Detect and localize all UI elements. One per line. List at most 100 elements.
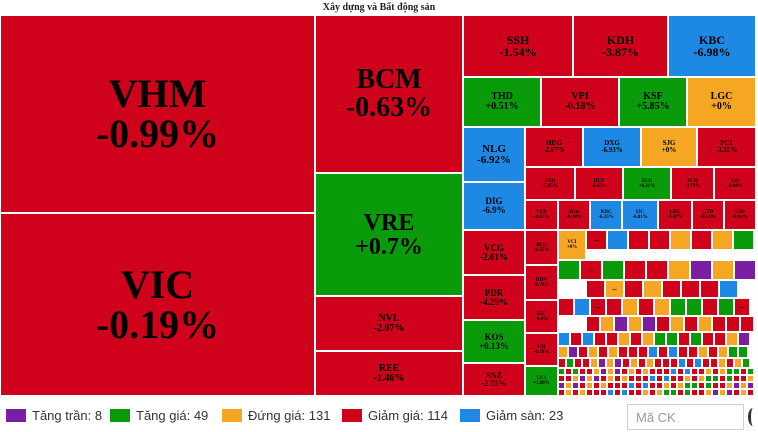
tile-small[interactable] bbox=[618, 346, 628, 358]
tile-small[interactable] bbox=[574, 298, 590, 316]
tile-small[interactable] bbox=[628, 316, 642, 332]
tile-small[interactable] bbox=[726, 316, 740, 332]
tile-small[interactable] bbox=[698, 346, 708, 358]
tile-nlg[interactable]: NLG -6.92% bbox=[463, 127, 525, 182]
tile-small[interactable] bbox=[718, 358, 726, 368]
tile-small[interactable] bbox=[558, 260, 580, 280]
tile-small[interactable] bbox=[747, 389, 754, 396]
tile-bcg[interactable]: BCG -0.65% bbox=[525, 230, 558, 265]
tile-small[interactable] bbox=[677, 368, 684, 375]
tile-thd[interactable]: THD +0.51% bbox=[463, 77, 541, 127]
tile-small[interactable] bbox=[684, 368, 691, 375]
tile-small[interactable] bbox=[726, 389, 733, 396]
tile-small[interactable] bbox=[638, 346, 648, 358]
tile-small[interactable] bbox=[670, 368, 677, 375]
tile-small[interactable] bbox=[705, 382, 712, 389]
tile-small[interactable] bbox=[602, 260, 624, 280]
tile-small[interactable] bbox=[677, 382, 684, 389]
tile-small[interactable] bbox=[582, 358, 590, 368]
tile-small[interactable] bbox=[572, 375, 579, 382]
tile-small[interactable] bbox=[606, 358, 614, 368]
tile-small[interactable] bbox=[684, 382, 691, 389]
tile-small[interactable] bbox=[598, 346, 608, 358]
tile-small[interactable] bbox=[712, 260, 734, 280]
tile-small[interactable] bbox=[663, 368, 670, 375]
tile-small[interactable] bbox=[593, 389, 600, 396]
tile-cre[interactable]: CRE -1.07% bbox=[658, 200, 692, 230]
tile-vpi[interactable]: VPI -0.18% bbox=[541, 77, 619, 127]
tile-small[interactable] bbox=[628, 368, 635, 375]
tile-small[interactable] bbox=[649, 389, 656, 396]
tile-small[interactable] bbox=[726, 358, 734, 368]
tile-small[interactable] bbox=[593, 375, 600, 382]
tile-small[interactable] bbox=[586, 368, 593, 375]
tile-small[interactable] bbox=[606, 332, 618, 346]
tile-kbc[interactable]: KBC -6.98% bbox=[668, 15, 756, 77]
legend-item-up[interactable]: Tăng giá: 49 bbox=[110, 408, 208, 423]
tile-small[interactable] bbox=[705, 389, 712, 396]
tile-small[interactable] bbox=[668, 260, 690, 280]
tile-small[interactable] bbox=[579, 389, 586, 396]
tile-small[interactable] bbox=[607, 230, 628, 250]
tile-small[interactable] bbox=[558, 332, 570, 346]
tile-small[interactable] bbox=[686, 298, 702, 316]
tile-small[interactable]: ... bbox=[734, 298, 750, 316]
tile-small[interactable] bbox=[579, 375, 586, 382]
tile-small[interactable] bbox=[698, 389, 705, 396]
tile-small[interactable] bbox=[656, 382, 663, 389]
tile-small[interactable] bbox=[628, 375, 635, 382]
tile-small[interactable] bbox=[635, 382, 642, 389]
tile-small[interactable] bbox=[594, 332, 606, 346]
tile-small[interactable]: ... bbox=[605, 280, 624, 298]
tile-small[interactable] bbox=[663, 389, 670, 396]
tile-small[interactable] bbox=[586, 316, 600, 332]
tile-small[interactable] bbox=[642, 389, 649, 396]
tile-small[interactable] bbox=[694, 358, 702, 368]
tile-small[interactable] bbox=[691, 230, 712, 250]
tile-small[interactable] bbox=[712, 389, 719, 396]
tile-small[interactable] bbox=[649, 375, 656, 382]
tile-small[interactable] bbox=[677, 389, 684, 396]
tile-small[interactable] bbox=[579, 368, 586, 375]
tile-small[interactable] bbox=[646, 358, 654, 368]
tile-small[interactable] bbox=[649, 230, 670, 250]
tile-small[interactable] bbox=[568, 346, 578, 358]
tile-hut[interactable]: HUT -0.65% bbox=[575, 167, 623, 200]
tile-small[interactable] bbox=[614, 316, 628, 332]
tile-small[interactable] bbox=[702, 332, 714, 346]
tile-small[interactable] bbox=[663, 382, 670, 389]
tile-small[interactable] bbox=[691, 368, 698, 375]
tile-small[interactable] bbox=[635, 368, 642, 375]
tile-small[interactable] bbox=[635, 389, 642, 396]
tile-small[interactable] bbox=[705, 375, 712, 382]
tile-pc1[interactable]: PC1 -3.35% bbox=[697, 127, 756, 167]
tile-small[interactable] bbox=[649, 368, 656, 375]
tile-small[interactable] bbox=[733, 375, 740, 382]
tile-small[interactable] bbox=[565, 382, 572, 389]
tile-small[interactable] bbox=[642, 332, 654, 346]
tile-small[interactable] bbox=[662, 280, 681, 298]
tile-small[interactable] bbox=[733, 368, 740, 375]
tile-small[interactable] bbox=[686, 358, 694, 368]
tile-dig[interactable]: DIG -6.9% bbox=[463, 182, 525, 230]
tile-small[interactable] bbox=[618, 332, 630, 346]
tile-small[interactable] bbox=[708, 346, 718, 358]
tile-small[interactable] bbox=[678, 346, 688, 358]
tile-small[interactable] bbox=[712, 368, 719, 375]
tile-small[interactable] bbox=[740, 375, 747, 382]
tile-small[interactable] bbox=[628, 382, 635, 389]
tile-small[interactable] bbox=[684, 316, 698, 332]
tile-small[interactable] bbox=[582, 332, 594, 346]
tile-small[interactable] bbox=[600, 389, 607, 396]
tile-cc1[interactable]: CC1 +1.88% bbox=[525, 366, 558, 396]
tile-small[interactable] bbox=[718, 346, 728, 358]
tile-small[interactable] bbox=[698, 375, 705, 382]
tile-small[interactable] bbox=[566, 358, 574, 368]
tile-small[interactable] bbox=[628, 389, 635, 396]
tile-small[interactable] bbox=[606, 298, 622, 316]
tile-small[interactable] bbox=[712, 316, 726, 332]
tile-small[interactable] bbox=[593, 382, 600, 389]
tile-small[interactable] bbox=[642, 368, 649, 375]
tile-sjs[interactable]: SJS -0.94% bbox=[714, 167, 756, 200]
tile-small[interactable] bbox=[718, 298, 734, 316]
